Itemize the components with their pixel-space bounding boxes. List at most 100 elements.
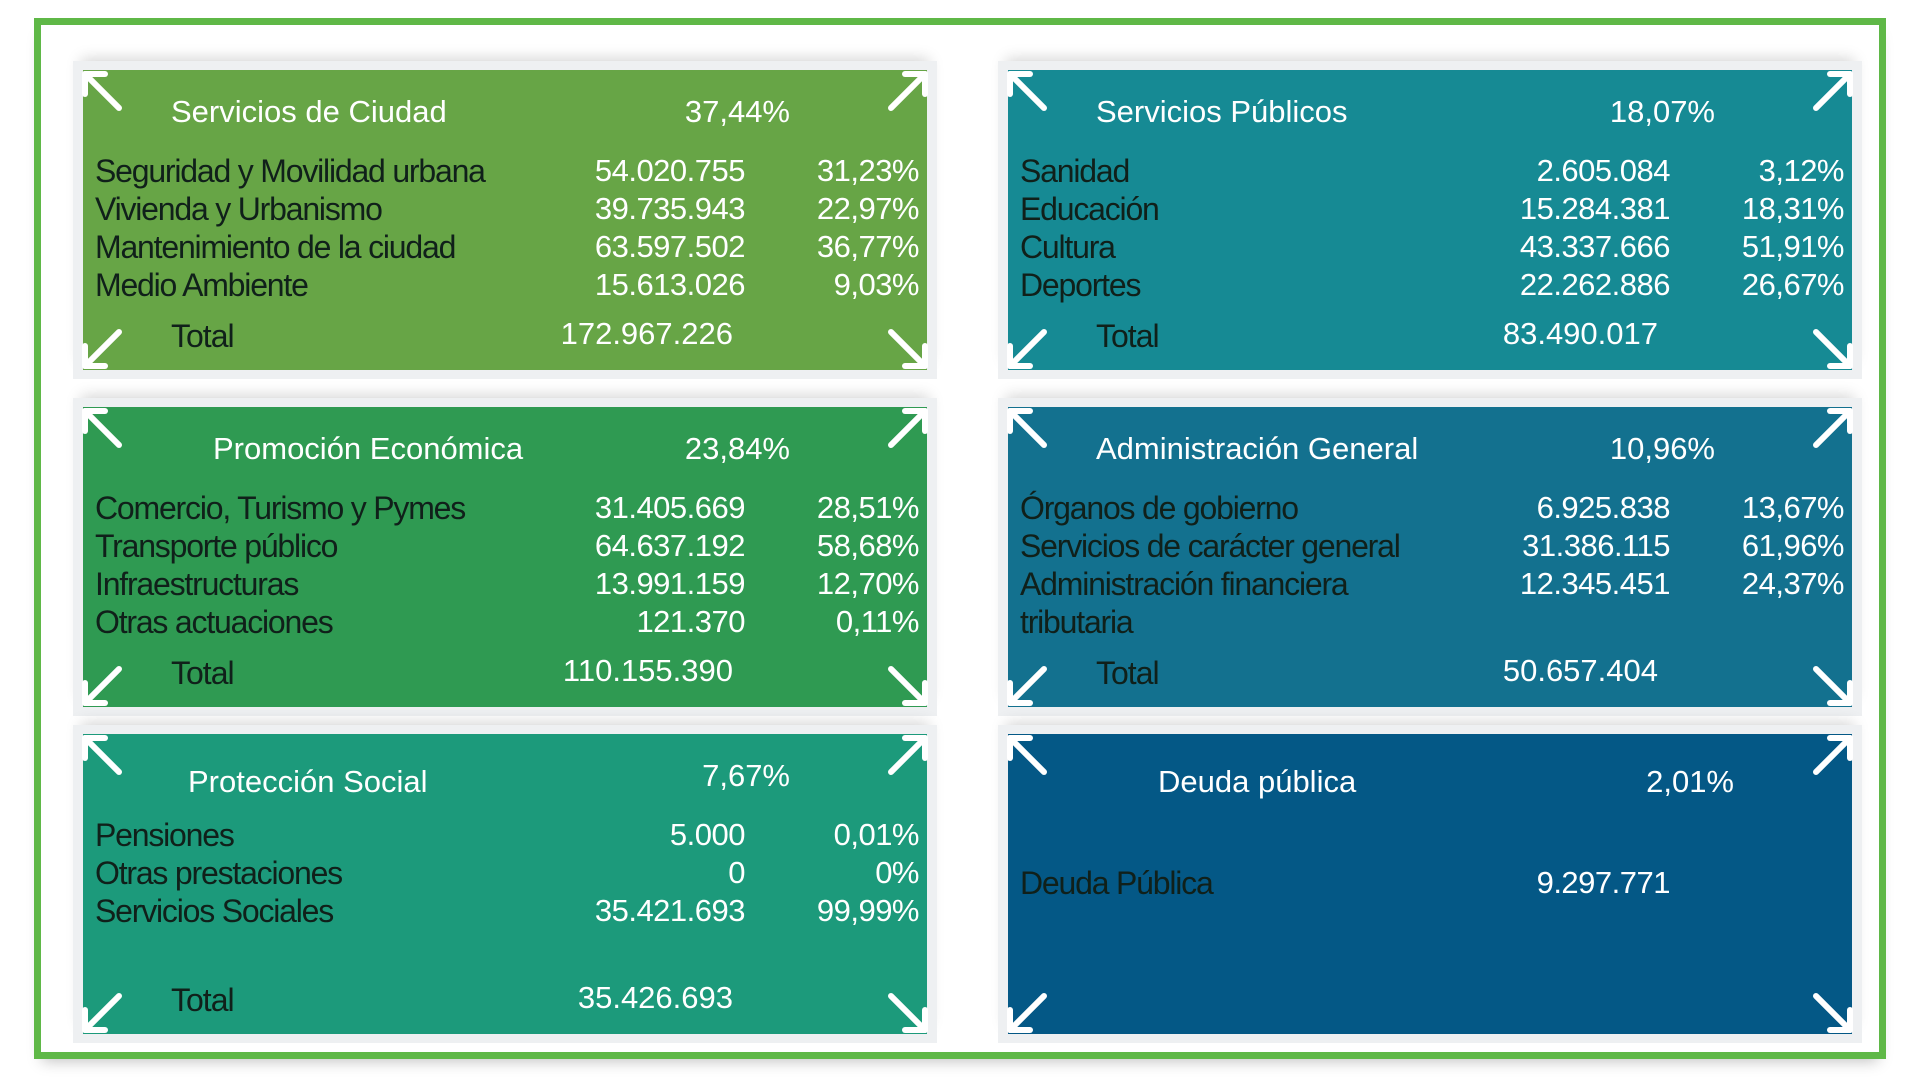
- row-amount: 2.605.084: [1536, 153, 1671, 188]
- total-label: Total: [171, 655, 235, 691]
- row-amount: 64.637.192: [594, 528, 746, 563]
- row-amount: 35.421.693: [594, 893, 746, 928]
- row-percent: 28,51%: [816, 490, 920, 525]
- corner-arrow-icon: [883, 661, 935, 713]
- row-percent: 58,68%: [816, 528, 920, 563]
- table-row: Medio Ambiente 15.613.026 9,03%: [95, 266, 927, 304]
- panel-body: Servicios de Ciudad 37,44% Seguridad y Mov…: [82, 70, 928, 370]
- table-row: Vivienda y Urbanismo 39.735.943 22,97%: [95, 190, 927, 228]
- panel-share: 10,96%: [1609, 431, 1715, 466]
- row-amount: 31.386.115: [1522, 528, 1670, 563]
- row-amount: 6.925.838: [1536, 490, 1671, 525]
- total-value: 35.426.693: [577, 980, 733, 1015]
- panel-servicios-de-ciudad: Servicios de Ciudad 37,44% Seguridad y Mov…: [73, 61, 937, 379]
- panel-title: Administración General: [1096, 431, 1419, 466]
- table-row: Sanidad 2.605.084 3,12%: [1020, 152, 1852, 190]
- row-amount: 13.991.159: [594, 566, 746, 601]
- table-row: Otras prestaciones 0 0%: [95, 854, 927, 892]
- corner-arrow-icon: [883, 401, 935, 453]
- total-label: Total: [1096, 318, 1160, 354]
- panel-title: Protección Social: [188, 764, 428, 799]
- panel-servicios-publicos: Servicios Públicos 18,07% Sanidad 2.605.084…: [998, 61, 1862, 379]
- panel-rows: Deuda Pública 9.297.771: [1020, 864, 1852, 902]
- table-row: Servicios Sociales 35.421.693 99,99%: [95, 892, 927, 930]
- table-row: Pensiones 5.000 0,01%: [95, 816, 927, 854]
- row-amount: 31.405.669: [594, 490, 746, 525]
- row-percent: 9,03%: [833, 267, 920, 302]
- outer-frame: [34, 18, 1886, 1059]
- row-amount: 0: [728, 855, 745, 890]
- panel-administracion-general: Administración General 10,96% Órganos de g…: [998, 398, 1862, 716]
- corner-arrow-icon: [75, 324, 127, 376]
- row-amount: 39.735.943: [594, 191, 746, 226]
- row-label: Pensiones: [95, 817, 235, 853]
- panel-title: Deuda pública: [1158, 764, 1357, 799]
- panel-rows: Comercio, Turismo y Pymes 31.405.669 28,51…: [95, 489, 927, 641]
- row-label: Deuda Pública: [1020, 865, 1214, 901]
- row-percent: 61,96%: [1741, 528, 1845, 563]
- corner-arrow-icon: [883, 324, 935, 376]
- table-row: Seguridad y Movilidad urbana 54.020.755 31…: [95, 152, 927, 190]
- panel-share: 18,07%: [1609, 94, 1715, 129]
- total-label: Total: [1096, 655, 1160, 691]
- table-row: Mantenimiento de la ciudad 63.597.502 36,7…: [95, 228, 927, 266]
- total-value: 83.490.017: [1502, 316, 1658, 351]
- row-label: Cultura: [1020, 229, 1116, 265]
- row-amount: 54.020.755: [594, 153, 746, 188]
- row-amount: 121.370: [636, 604, 745, 639]
- table-row: Órganos de gobierno 6.925.838 13,67%: [1020, 489, 1852, 527]
- row-percent: 22,97%: [816, 191, 920, 226]
- panel-deuda-publica: Deuda pública 2,01% Deuda Pública 9.297.771: [998, 725, 1862, 1043]
- panel-body: Deuda pública 2,01% Deuda Pública 9.297.771: [1007, 734, 1853, 1034]
- row-label: Servicios de carácter general: [1020, 528, 1401, 564]
- panel-body: Promoción Económica 23,84% Comercio, Turis…: [82, 407, 928, 707]
- row-amount: 9.297.771: [1536, 865, 1671, 900]
- row-percent: 12,70%: [816, 566, 920, 601]
- row-percent: 18,31%: [1741, 191, 1845, 226]
- panel-promocion-economica: Promoción Económica 23,84% Comercio, Turis…: [73, 398, 937, 716]
- corner-arrow-icon: [75, 988, 127, 1040]
- table-row: Administración financiera tributaria 12.3…: [1020, 565, 1852, 641]
- row-percent: 26,67%: [1741, 267, 1845, 302]
- corner-arrow-icon: [1808, 988, 1860, 1040]
- row-amount: 5.000: [669, 817, 746, 852]
- row-amount: 63.597.502: [594, 229, 746, 264]
- panel-rows: Pensiones 5.000 0,01% Otras prestaciones 0 0%…: [95, 816, 927, 930]
- corner-arrow-icon: [75, 64, 127, 116]
- panel-body: Protección Social 7,67% Pensiones 5.000 0,01…: [82, 734, 928, 1034]
- row-label: Comercio, Turismo y Pymes: [95, 490, 466, 526]
- total-value: 50.657.404: [1502, 653, 1658, 688]
- row-amount: 15.613.026: [594, 267, 746, 302]
- panel-title: Promoción Económica: [213, 431, 524, 466]
- corner-arrow-icon: [1808, 324, 1860, 376]
- corner-arrow-icon: [1000, 324, 1052, 376]
- row-label: Transporte público: [95, 528, 338, 564]
- table-row: Servicios de carácter general 31.386.115 6…: [1020, 527, 1852, 565]
- panel-rows: Órganos de gobierno 6.925.838 13,67% Servic…: [1020, 489, 1852, 641]
- corner-arrow-icon: [75, 728, 127, 780]
- panel-share: 23,84%: [684, 431, 790, 466]
- corner-arrow-icon: [75, 661, 127, 713]
- row-amount: 43.337.666: [1519, 229, 1671, 264]
- row-label: Mantenimiento de la ciudad: [95, 229, 456, 265]
- total-label: Total: [171, 982, 235, 1018]
- table-row: Comercio, Turismo y Pymes 31.405.669 28,51…: [95, 489, 927, 527]
- corner-arrow-icon: [883, 728, 935, 780]
- row-label: Vivienda y Urbanismo: [95, 191, 383, 227]
- row-percent: 24,37%: [1741, 566, 1845, 601]
- panel-title: Servicios de Ciudad: [171, 94, 447, 129]
- table-row: Deportes 22.262.886 26,67%: [1020, 266, 1852, 304]
- corner-arrow-icon: [1808, 728, 1860, 780]
- row-label: Sanidad: [1020, 153, 1130, 189]
- row-amount: 12.345.451: [1519, 566, 1671, 601]
- row-label: Infraestructuras: [95, 566, 299, 602]
- row-label: Administración financiera tributaria: [1020, 566, 1349, 640]
- panel-share: 7,67%: [702, 758, 790, 793]
- total-value: 110.155.390: [562, 653, 733, 688]
- corner-arrow-icon: [1808, 401, 1860, 453]
- corner-arrow-icon: [75, 401, 127, 453]
- corner-arrow-icon: [883, 64, 935, 116]
- row-label: Educación: [1020, 191, 1160, 227]
- row-percent: 3,12%: [1758, 153, 1845, 188]
- row-percent: 36,77%: [816, 229, 920, 264]
